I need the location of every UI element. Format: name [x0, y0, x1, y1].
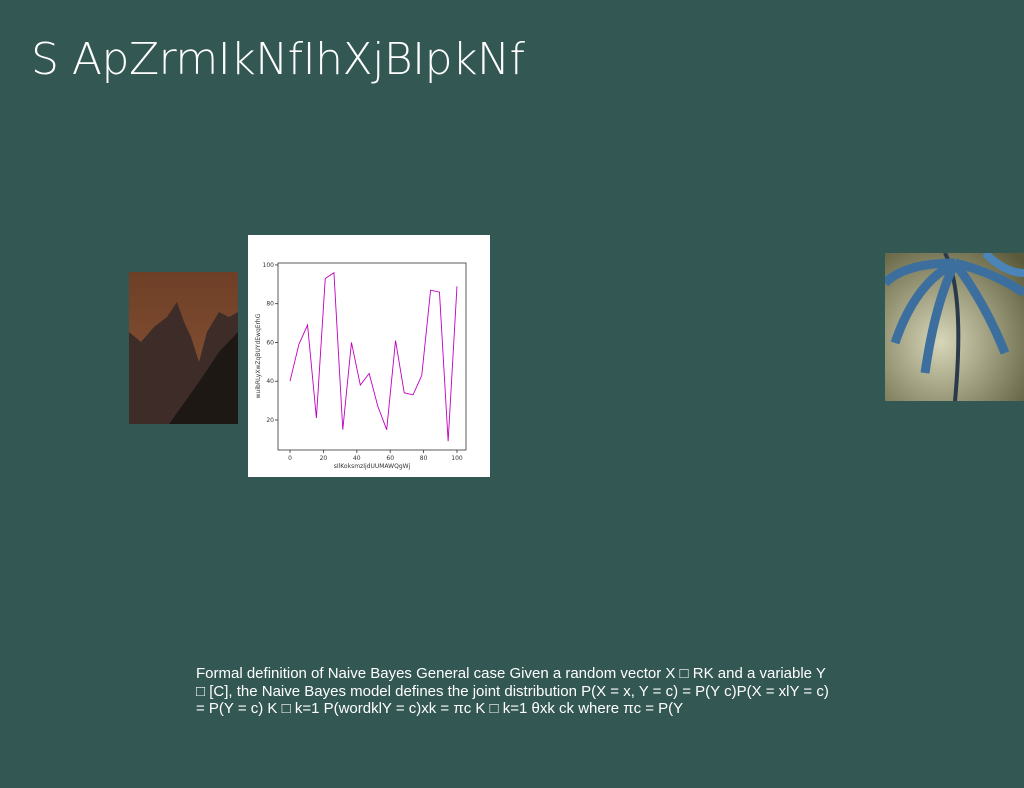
data-line — [289, 271, 458, 442]
y-tick-label: 100 — [263, 262, 275, 269]
x-tick-label: 0 — [288, 455, 292, 462]
mountain-image — [129, 272, 238, 424]
x-tick-label: 80 — [420, 455, 428, 462]
y-tick-label: 80 — [266, 301, 274, 308]
x-tick-label: 60 — [386, 455, 394, 462]
y-tick-label: 20 — [266, 417, 274, 424]
slide-title: S ApZrmIkNfIhXjBIpkNf — [31, 34, 525, 85]
chart: sIlKoksmzIjdUUMAWQgWj wuibRLyXwZqBUYdEwq… — [248, 235, 490, 477]
x-tick-label: 40 — [353, 455, 361, 462]
y-tick-label: 40 — [266, 378, 274, 385]
x-axis-label: sIlKoksmzIjdUUMAWQgWj — [334, 463, 411, 470]
palm-image — [885, 253, 1024, 401]
body-text: Formal definition of Naive Bayes General… — [196, 665, 829, 717]
x-tick-label: 20 — [320, 455, 328, 462]
plot-frame — [277, 262, 467, 451]
x-tick-label: 100 — [451, 455, 463, 462]
y-axis-label: wuibRLyXwZqBUYdEwqErhG — [255, 313, 262, 398]
y-tick-label: 60 — [266, 339, 274, 346]
